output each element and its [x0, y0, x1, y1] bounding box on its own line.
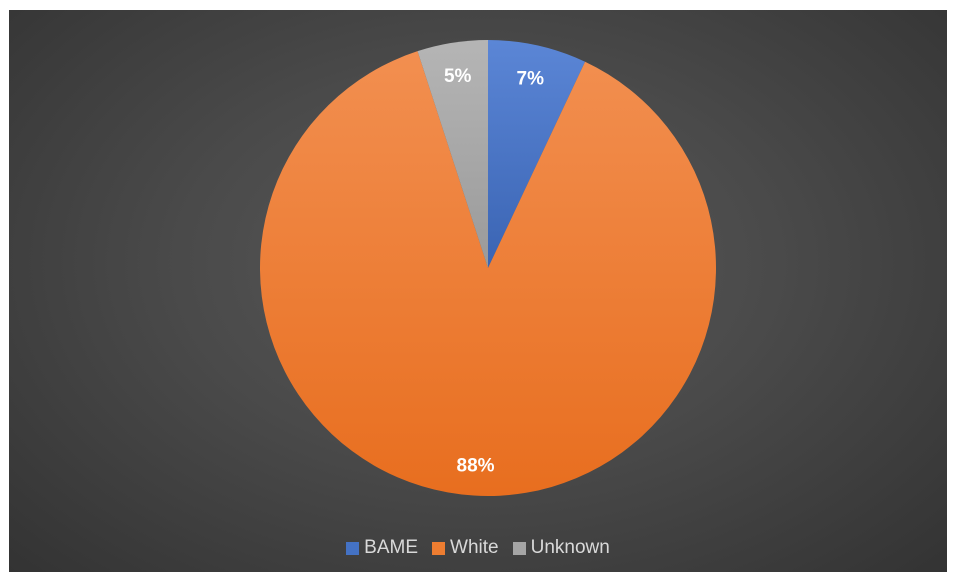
chart-area: 7% 88% 5% BAME White Unknown [9, 10, 947, 572]
legend-label-white: White [450, 537, 499, 558]
legend-item-white: White [432, 537, 499, 559]
legend: BAME White Unknown [9, 537, 947, 559]
data-label-white: 88% [457, 455, 495, 476]
legend-label-unknown: Unknown [530, 537, 610, 558]
legend-item-bame: BAME [346, 537, 418, 559]
legend-swatch-bame [346, 541, 360, 555]
legend-swatch-white [432, 541, 446, 555]
data-label-bame: 7% [517, 68, 545, 89]
pie-slice-bame [488, 40, 586, 268]
legend-swatch-unknown [512, 541, 526, 555]
pie-slice-unknown [417, 40, 488, 268]
legend-item-unknown: Unknown [512, 537, 610, 559]
legend-label-bame: BAME [364, 537, 419, 558]
pie-chart: 7% 88% 5% [260, 40, 716, 497]
data-label-unknown: 5% [444, 66, 472, 87]
pie-slice-white [260, 51, 716, 497]
